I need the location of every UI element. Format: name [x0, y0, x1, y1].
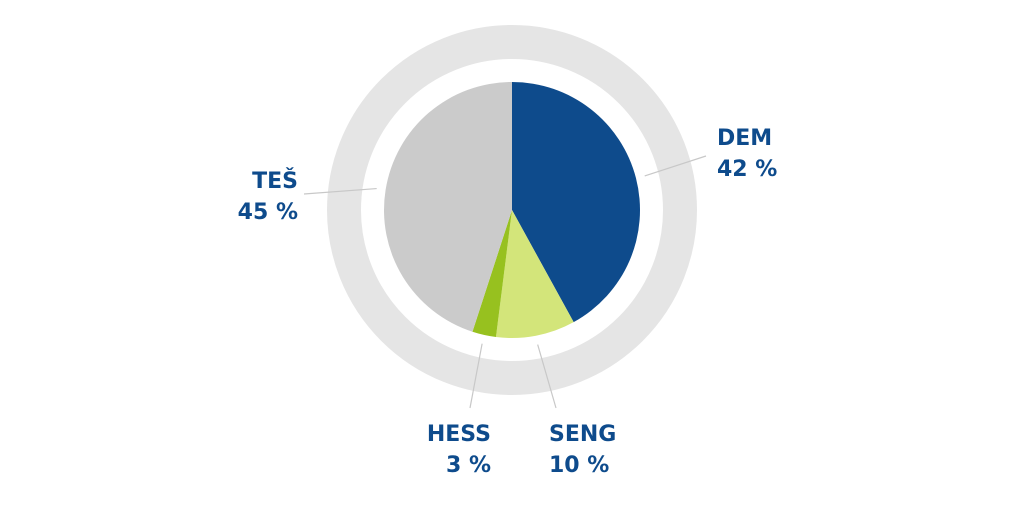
leader-line-hess — [469, 343, 483, 409]
slice-label-tes-name: TEŠ — [252, 168, 298, 194]
slice-label-hess-value: 3 % — [446, 453, 491, 478]
leader-line-dem — [644, 155, 707, 177]
leader-line-te — [303, 187, 377, 195]
slice-label-dem-name: DEM — [717, 126, 772, 151]
slice-label-hess-name: HESS — [427, 422, 491, 447]
slice-label-tes-value: 45 % — [238, 200, 298, 225]
pie-slice-hess — [472, 210, 512, 337]
slice-label-dem-value: 42 % — [717, 157, 777, 182]
leader-line-seng — [537, 344, 557, 409]
slice-label-seng-value: 10 % — [549, 453, 609, 478]
pie-slice-seng — [495, 210, 574, 339]
pie-slice-te — [383, 82, 512, 332]
pie-slices — [383, 82, 641, 339]
slice-label-seng-name: SENG — [549, 422, 616, 447]
outer-ring — [327, 25, 697, 395]
pie-slice-dem — [512, 82, 641, 323]
leader-lines — [303, 155, 707, 409]
